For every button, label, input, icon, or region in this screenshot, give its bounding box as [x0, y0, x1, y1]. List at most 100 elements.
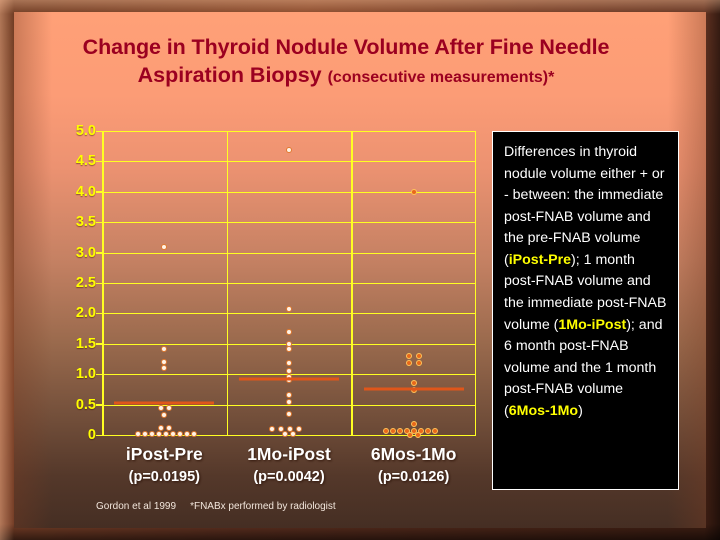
data-point — [405, 352, 412, 359]
data-point — [278, 425, 284, 432]
y-axis-tick — [96, 312, 102, 315]
data-point — [415, 360, 422, 367]
data-point — [184, 430, 191, 437]
data-point — [177, 430, 184, 437]
y-axis-tick — [96, 191, 102, 193]
desc-seg-2: ); 1 month post-FNAB volume and the imme… — [504, 251, 667, 333]
category-pvalue: (p=0.0042) — [253, 469, 325, 485]
category-name: 1Mo-iPost — [247, 444, 331, 464]
data-point — [135, 430, 142, 437]
mean-line — [363, 387, 464, 391]
data-point — [269, 425, 275, 432]
data-point — [142, 430, 149, 437]
credit-line: Gordon et al 1999 *FNABx performed by rad… — [96, 501, 336, 512]
y-axis-tick-label: 4.5 — [75, 153, 96, 170]
data-point — [431, 427, 438, 434]
y-axis-tick-label: 4.0 — [75, 183, 96, 200]
desc-seg-4: ) — [578, 402, 583, 419]
grid-line — [102, 161, 476, 163]
data-point — [290, 430, 296, 437]
y-axis-tick-label: 5.0 — [75, 123, 96, 139]
scatter-plot-area — [96, 130, 476, 438]
y-axis-tick-label: 1.5 — [75, 335, 96, 352]
desc-highlight-1mo-ipost: 1Mo-iPost — [558, 316, 627, 333]
grid-line — [102, 252, 476, 254]
y-axis-tick-label: 3.0 — [75, 244, 96, 261]
data-point — [156, 430, 163, 437]
data-point — [166, 404, 173, 411]
data-point — [170, 430, 177, 437]
data-point — [410, 379, 417, 386]
data-point — [286, 345, 292, 352]
data-point — [163, 430, 170, 437]
y-axis-tick — [96, 282, 102, 284]
data-point — [406, 432, 413, 438]
data-point — [296, 425, 302, 432]
data-point — [417, 427, 424, 434]
y-axis-tick — [96, 221, 102, 224]
x-axis-category-3: 6Mos-1Mo (p=0.0126) — [371, 444, 457, 485]
data-point — [410, 427, 417, 434]
title-subscript: (consecutive measurements)* — [327, 68, 555, 86]
x-axis-category-labels: iPost-Pre (p=0.0195) 1Mo-iPost (p=0.0042) 6M… — [102, 444, 476, 504]
data-point — [424, 427, 431, 434]
y-axis-tick — [96, 434, 102, 436]
category-name: 6Mos-1Mo — [370, 444, 457, 464]
data-point — [161, 365, 168, 372]
data-point — [396, 427, 403, 434]
data-point — [191, 430, 198, 437]
data-point — [389, 427, 396, 434]
data-point — [415, 352, 422, 359]
category-divider — [351, 131, 353, 435]
y-axis-tick — [96, 373, 102, 376]
y-axis-tick-label: 2.0 — [75, 305, 96, 322]
grid-line — [102, 404, 476, 406]
data-point — [286, 368, 292, 375]
data-point — [405, 360, 412, 367]
data-point — [158, 424, 165, 431]
x-axis-category-2: 1Mo-iPost (p=0.0042) — [247, 444, 331, 485]
title-line-2: Aspiration Biopsy (consecutive measureme… — [20, 62, 672, 90]
y-axis-tick-label: 0 — [87, 427, 96, 443]
credit-source: Gordon et al 1999 — [96, 501, 177, 512]
category-divider — [226, 131, 229, 435]
y-axis-tick-labels: 0 0.5 1.0 1.5 2.0 2.5 3.0 3.5 4.0 4.5 5.0 — [46, 123, 96, 443]
y-axis-tick-label: 2.5 — [75, 275, 96, 291]
category-name: iPost-Pre — [125, 444, 203, 464]
credit-note: *FNABx performed by radiologist — [190, 501, 336, 512]
grid-line — [102, 283, 476, 284]
desc-seg-1: Differences in thyroid nodule volume eit… — [504, 144, 665, 268]
x-axis-category-1: iPost-Pre (p=0.0195) — [126, 444, 203, 485]
data-point — [161, 359, 168, 366]
y-axis-tick — [96, 404, 102, 406]
y-axis-tick-label: 1.0 — [75, 366, 96, 383]
category-pvalue: (p=0.0126) — [377, 469, 450, 485]
data-point — [414, 432, 421, 438]
grid-line — [102, 131, 476, 132]
y-axis-tick — [96, 343, 102, 345]
data-point — [286, 410, 292, 417]
desc-seg-3: ); and 6 month post-FNAB volume and the … — [504, 316, 663, 419]
data-point — [382, 427, 389, 434]
data-point — [410, 421, 417, 428]
mean-line — [239, 377, 339, 381]
data-point — [286, 360, 292, 367]
category-pvalue: (p=0.0195) — [128, 469, 200, 485]
y-axis-tick — [96, 252, 102, 254]
data-point — [286, 147, 292, 154]
grid-line — [102, 222, 476, 224]
y-axis-tick — [96, 130, 102, 132]
grid-line — [102, 191, 476, 193]
title-line-1: Change in Thyroid Nodule Volume After Fi… — [82, 35, 610, 59]
grid-line — [102, 435, 476, 436]
description-textbox: Differences in thyroid nodule volume eit… — [492, 131, 679, 490]
data-point — [286, 328, 292, 335]
data-point — [282, 430, 288, 437]
y-axis-tick — [96, 160, 102, 163]
grid-line — [102, 313, 476, 315]
y-axis-tick-label: 0.5 — [75, 396, 96, 413]
desc-highlight-ipost-pre: iPost-Pre — [508, 251, 572, 268]
description-paragraph: Differences in thyroid nodule volume eit… — [504, 142, 667, 423]
data-point — [286, 398, 292, 405]
